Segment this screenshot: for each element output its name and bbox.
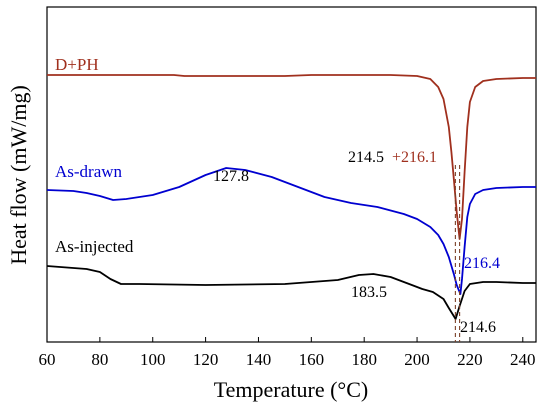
y-axis-title: Heat flow (mW/mg) — [6, 85, 31, 265]
x-tick-label: 80 — [91, 350, 108, 369]
series-line-d-ph — [47, 74, 536, 240]
annotation-214-5: 214.5 — [348, 149, 384, 166]
x-tick-label: 100 — [140, 350, 166, 369]
x-tick-label: 140 — [246, 350, 272, 369]
series-label-as-injected: As-injected — [55, 237, 134, 256]
annotation-216-4: 216.4 — [464, 255, 500, 272]
x-tick-label: 120 — [193, 350, 219, 369]
x-tick-label: 160 — [299, 350, 325, 369]
x-tick-layer: 60 80 100 120 140 160 180 200 220 240 — [39, 337, 536, 369]
x-tick-label: 180 — [351, 350, 377, 369]
annotation-127-8: 127.8 — [213, 168, 249, 185]
annotation-216-1: +216.1 — [392, 149, 437, 166]
x-axis-title: Temperature (°C) — [214, 377, 368, 402]
series-label-as-drawn: As-drawn — [55, 162, 123, 181]
x-tick-label: 200 — [404, 350, 430, 369]
x-tick-label: 240 — [510, 350, 536, 369]
series-layer — [46, 74, 536, 320]
series-label-dph: D+PH — [55, 55, 99, 74]
series-line-as-injected — [46, 265, 536, 320]
x-tick-label: 220 — [457, 350, 483, 369]
annotation-214-6: 214.6 — [460, 319, 496, 336]
plot-frame — [46, 6, 537, 343]
annotation-183-5: 183.5 — [351, 284, 387, 301]
x-tick-label: 60 — [39, 350, 56, 369]
series-line-as-drawn — [46, 167, 536, 295]
dashed-marker-layer — [454, 165, 461, 342]
